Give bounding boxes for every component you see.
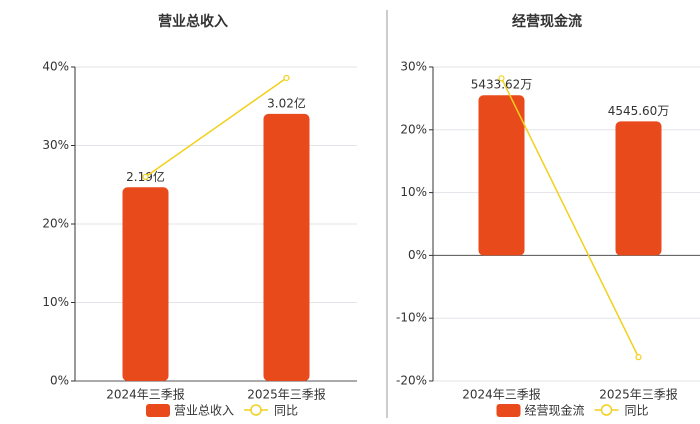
- legend-label: 营业总收入: [174, 404, 234, 418]
- legend-label: 经营现金流: [525, 403, 585, 418]
- x-tick-label: 2025年三季报: [599, 387, 678, 402]
- bar: [478, 95, 525, 256]
- chart-title: 经营现金流: [512, 13, 582, 30]
- x-tick-label: 2024年三季报: [106, 387, 185, 402]
- legend-swatch: [600, 404, 613, 416]
- y-tick-label: 10%: [400, 185, 427, 199]
- legend-swatch: [496, 404, 521, 417]
- y-tick-label: 0%: [408, 248, 427, 262]
- legend-swatch: [250, 404, 262, 416]
- chart-title: 营业总收入: [158, 13, 228, 30]
- data-label: 3.02亿: [267, 95, 306, 110]
- y-tick-label: 10%: [42, 295, 69, 309]
- legend-swatch: [146, 404, 170, 417]
- data-label: 4545.60万: [608, 104, 670, 118]
- y-tick-label: 40%: [42, 60, 69, 74]
- line: [145, 77, 287, 178]
- line-marker: [635, 354, 642, 361]
- y-tick-label: -20%: [396, 374, 427, 388]
- y-tick-label: 0%: [50, 374, 69, 388]
- y-tick-label: 20%: [400, 122, 427, 136]
- line-marker: [498, 75, 505, 82]
- line-marker: [283, 74, 290, 82]
- y-tick-label: -10%: [396, 311, 427, 325]
- legend-label: 同比: [274, 404, 298, 418]
- legend-label: 同比: [625, 404, 649, 418]
- x-tick-label: 2025年三季报: [247, 387, 326, 402]
- bar: [122, 187, 169, 381]
- x-tick-label: 2024年三季报: [462, 387, 541, 402]
- y-tick-label: 30%: [42, 138, 69, 152]
- bar: [263, 113, 310, 381]
- line-marker: [142, 173, 149, 180]
- y-tick-label: 20%: [42, 217, 69, 231]
- data-label: 5433.62万: [471, 78, 533, 92]
- bar: [615, 121, 662, 256]
- line: [500, 77, 640, 358]
- y-tick-label: 30%: [400, 60, 427, 74]
